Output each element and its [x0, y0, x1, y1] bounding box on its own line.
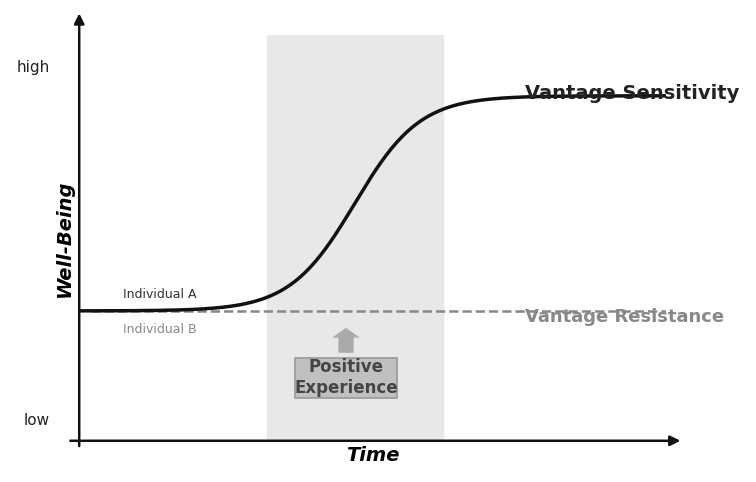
Text: high: high: [17, 60, 50, 75]
Y-axis label: Well-Being: Well-Being: [54, 179, 73, 296]
Text: Individual B: Individual B: [123, 323, 197, 336]
Bar: [267, 35, 443, 441]
X-axis label: Time: Time: [345, 446, 399, 465]
Bar: [295, 358, 398, 398]
Text: Vantage Resistance: Vantage Resistance: [525, 308, 724, 326]
Text: low: low: [23, 413, 50, 428]
Text: Vantage Sensitivity: Vantage Sensitivity: [525, 84, 739, 103]
Text: Individual A: Individual A: [123, 288, 197, 301]
Text: Positive
Experience: Positive Experience: [294, 359, 398, 397]
